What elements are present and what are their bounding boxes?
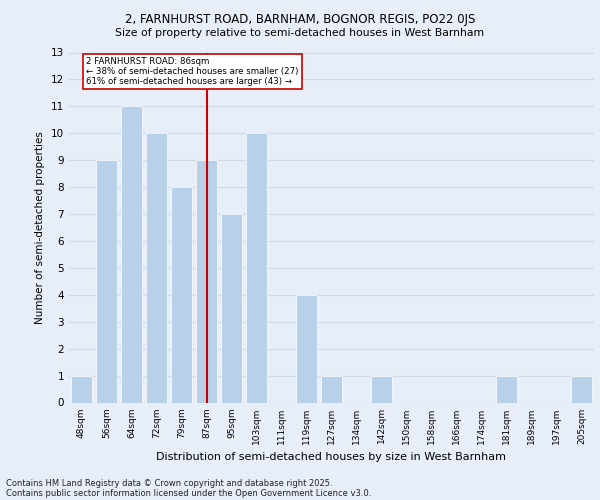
Bar [121,106,142,403]
Text: 2, FARNHURST ROAD, BARNHAM, BOGNOR REGIS, PO22 0JS: 2, FARNHURST ROAD, BARNHAM, BOGNOR REGIS… [125,12,475,26]
Bar [571,376,592,402]
Text: 2 FARNHURST ROAD: 86sqm
← 38% of semi-detached houses are smaller (27)
61% of se: 2 FARNHURST ROAD: 86sqm ← 38% of semi-de… [86,56,299,86]
Bar [171,187,192,402]
Bar [246,134,267,402]
Bar [96,160,117,402]
Bar [296,295,317,403]
Bar [71,376,92,402]
Bar [146,134,167,402]
Bar [221,214,242,402]
Bar [371,376,392,402]
Text: Contains HM Land Registry data © Crown copyright and database right 2025.: Contains HM Land Registry data © Crown c… [6,478,332,488]
Bar [496,376,517,402]
Bar [321,376,342,402]
Y-axis label: Number of semi-detached properties: Number of semi-detached properties [35,131,46,324]
Text: Contains public sector information licensed under the Open Government Licence v3: Contains public sector information licen… [6,488,371,498]
Bar [196,160,217,402]
Text: Size of property relative to semi-detached houses in West Barnham: Size of property relative to semi-detach… [115,28,485,38]
X-axis label: Distribution of semi-detached houses by size in West Barnham: Distribution of semi-detached houses by … [157,452,506,462]
